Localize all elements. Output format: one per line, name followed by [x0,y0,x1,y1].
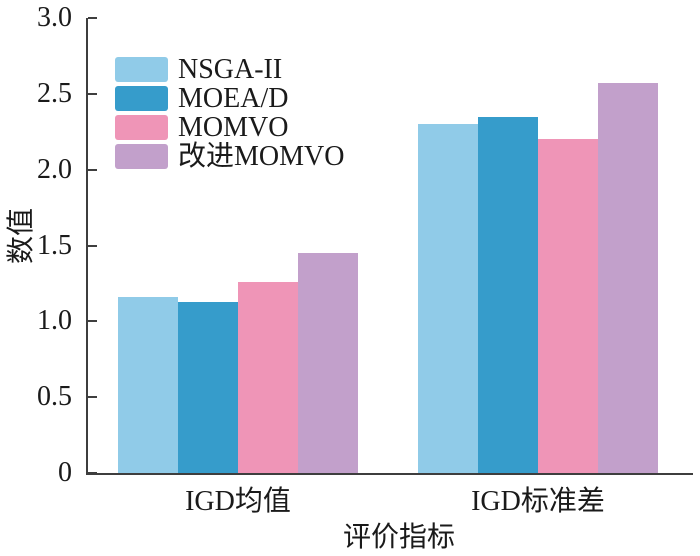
y-tick-mark [88,396,97,399]
y-tick-mark [88,168,97,171]
bar-nsga-ii [418,124,478,473]
legend: NSGA-II MOEA/D MOMVO 改进MOMVO [115,53,345,173]
y-tick-mark [88,244,97,247]
y-tick-mark [88,472,97,474]
bar-momvo [598,83,658,473]
x-axis-title: 评价指标 [342,522,456,553]
y-tick-label: 3.0 [37,2,72,33]
y-tick-label: 1.0 [37,305,72,337]
x-tick-label: IGD均值 [185,486,291,517]
bar-moea-d [178,301,238,473]
legend-label: NSGA-II [178,53,283,85]
legend-label: MOEA/D [178,82,289,114]
legend-label: MOMVO [178,111,289,143]
legend-item: MOMVO [115,111,344,143]
legend-swatch [115,86,168,111]
y-tick-label: 0.5 [37,381,72,413]
y-tick-label: 1.5 [37,229,72,261]
bar-nsga-ii [118,297,178,473]
bar-momvo [238,281,298,473]
y-tick-mark [88,92,97,95]
bar-moea-d [478,116,538,473]
legend-swatch [115,57,168,82]
bar-momvo [298,253,358,473]
y-tick-mark [88,320,97,323]
legend-swatch [115,115,168,140]
legend-item: NSGA-II [115,53,344,85]
legend-label: 改进MOMVO [178,140,345,172]
legend-item: 改进MOMVO [115,140,345,172]
legend-item: MOEA/D [115,82,344,114]
y-tick-label: 2.0 [37,153,72,185]
y-tick-mark [88,17,97,19]
x-tick-label: IGD标准差 [471,486,605,517]
y-tick-label: 2.5 [37,77,72,109]
plot-area [86,17,693,475]
y-tick-label: 0 [58,457,72,488]
bar-momvo [538,139,598,473]
legend-swatch [115,144,168,169]
